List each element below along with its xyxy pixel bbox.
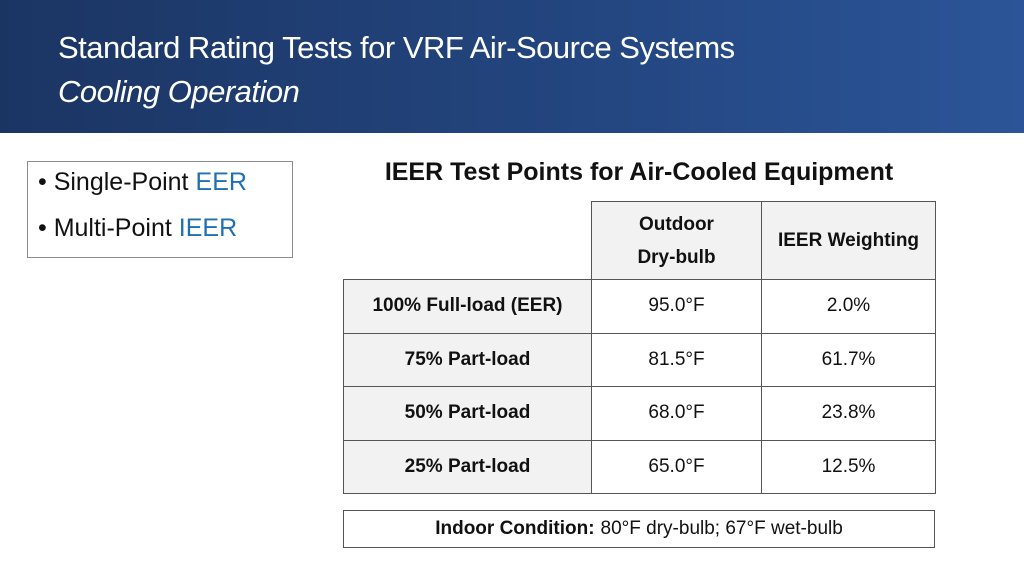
table-cell: 81.5°F	[591, 332, 762, 387]
subtitle: Cooling Operation	[58, 74, 300, 109]
note-label: Indoor Condition:	[435, 518, 595, 539]
bullet-text: Single-Point	[53, 168, 189, 196]
bullet-highlight: EER	[195, 168, 247, 196]
table-cell: 68.0°F	[591, 386, 762, 441]
table-cell: 65.0°F	[591, 439, 762, 494]
table-cell: 2.0%	[761, 279, 936, 334]
bullet-highlight: IEER	[178, 214, 238, 242]
table-cell: 95.0°F	[591, 279, 762, 334]
table-title: IEER Test Points for Air-Cooled Equipmen…	[384, 158, 894, 186]
note: Indoor Condition: 80°F dry-bulb; 67°F wet…	[343, 510, 935, 548]
row-header: 50% Part-load	[343, 386, 592, 441]
title: Standard Rating Tests for VRF Air-Source…	[58, 30, 735, 65]
note-text: 80°F dry-bulb; 67°F wet-bulb	[600, 518, 843, 539]
header-bar	[0, 0, 1024, 133]
table-cell: 23.8%	[761, 386, 936, 441]
table-cell: 12.5%	[761, 439, 936, 494]
row-header: 25% Part-load	[343, 439, 592, 494]
bullet-box: • Single-Point EER • Multi-Point IEER	[27, 161, 293, 258]
bullet-text: Multi-Point	[53, 214, 172, 242]
table-cell: 61.7%	[761, 332, 936, 387]
row-header: 100% Full-load (EER)	[343, 279, 592, 334]
column-header: Outdoor Dry-bulb	[591, 201, 762, 280]
column-header: IEER Weighting	[761, 201, 936, 280]
bullet: • Multi-Point IEER	[38, 214, 238, 242]
row-header: 75% Part-load	[343, 332, 592, 387]
bullet: • Single-Point EER	[38, 168, 247, 196]
